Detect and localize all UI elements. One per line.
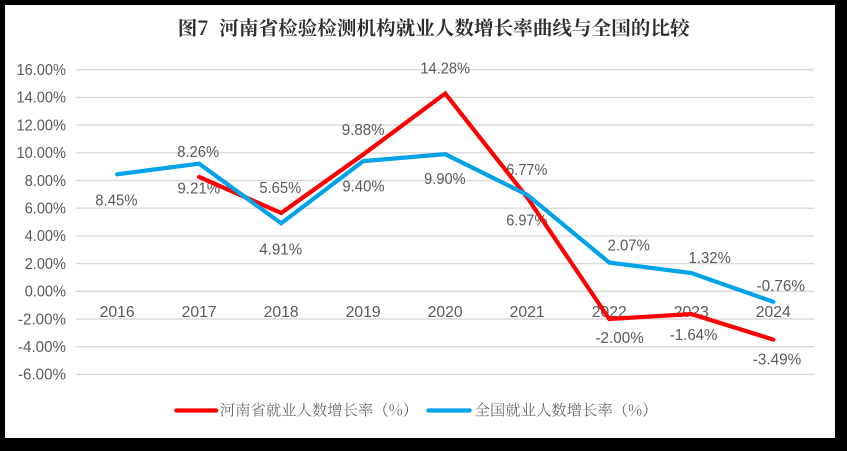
svg-text:16.00%: 16.00% bbox=[17, 62, 67, 79]
svg-text:14.28%: 14.28% bbox=[420, 60, 470, 77]
svg-text:9.90%: 9.90% bbox=[424, 171, 466, 188]
svg-text:-1.64%: -1.64% bbox=[670, 327, 718, 344]
svg-text:8.45%: 8.45% bbox=[95, 192, 138, 209]
svg-text:6.77%: 6.77% bbox=[506, 162, 547, 179]
svg-text:8.26%: 8.26% bbox=[177, 144, 219, 161]
svg-text:-2.00%: -2.00% bbox=[595, 330, 644, 347]
svg-text:-0.76%: -0.76% bbox=[757, 278, 806, 295]
svg-text:-2.00%: -2.00% bbox=[18, 311, 66, 328]
svg-text:2024: 2024 bbox=[756, 304, 791, 321]
svg-text:2019: 2019 bbox=[346, 304, 381, 321]
svg-text:-3.49%: -3.49% bbox=[753, 352, 802, 369]
svg-text:-6.00%: -6.00% bbox=[18, 367, 66, 384]
svg-text:1.32%: 1.32% bbox=[689, 250, 732, 267]
svg-text:6.97%: 6.97% bbox=[506, 213, 547, 230]
svg-text:2016: 2016 bbox=[100, 304, 135, 321]
svg-text:5.65%: 5.65% bbox=[259, 180, 301, 197]
svg-text:10.00%: 10.00% bbox=[17, 145, 67, 162]
svg-text:14.00%: 14.00% bbox=[17, 90, 67, 107]
svg-text:4.91%: 4.91% bbox=[259, 241, 302, 258]
svg-text:9.88%: 9.88% bbox=[342, 122, 385, 139]
svg-text:12.00%: 12.00% bbox=[17, 117, 67, 134]
svg-text:2021: 2021 bbox=[510, 304, 545, 321]
svg-text:9.40%: 9.40% bbox=[342, 179, 384, 196]
svg-text:2020: 2020 bbox=[428, 304, 463, 321]
svg-text:-4.00%: -4.00% bbox=[18, 339, 66, 356]
svg-text:2018: 2018 bbox=[264, 304, 299, 321]
svg-text:2017: 2017 bbox=[182, 304, 217, 321]
svg-text:6.00%: 6.00% bbox=[25, 201, 67, 218]
svg-text:0.00%: 0.00% bbox=[25, 284, 67, 301]
svg-text:2.00%: 2.00% bbox=[25, 256, 67, 273]
svg-text:9.21%: 9.21% bbox=[177, 181, 220, 198]
svg-text:2.07%: 2.07% bbox=[608, 238, 651, 255]
svg-text:4.00%: 4.00% bbox=[25, 228, 67, 245]
svg-text:8.00%: 8.00% bbox=[25, 173, 67, 190]
